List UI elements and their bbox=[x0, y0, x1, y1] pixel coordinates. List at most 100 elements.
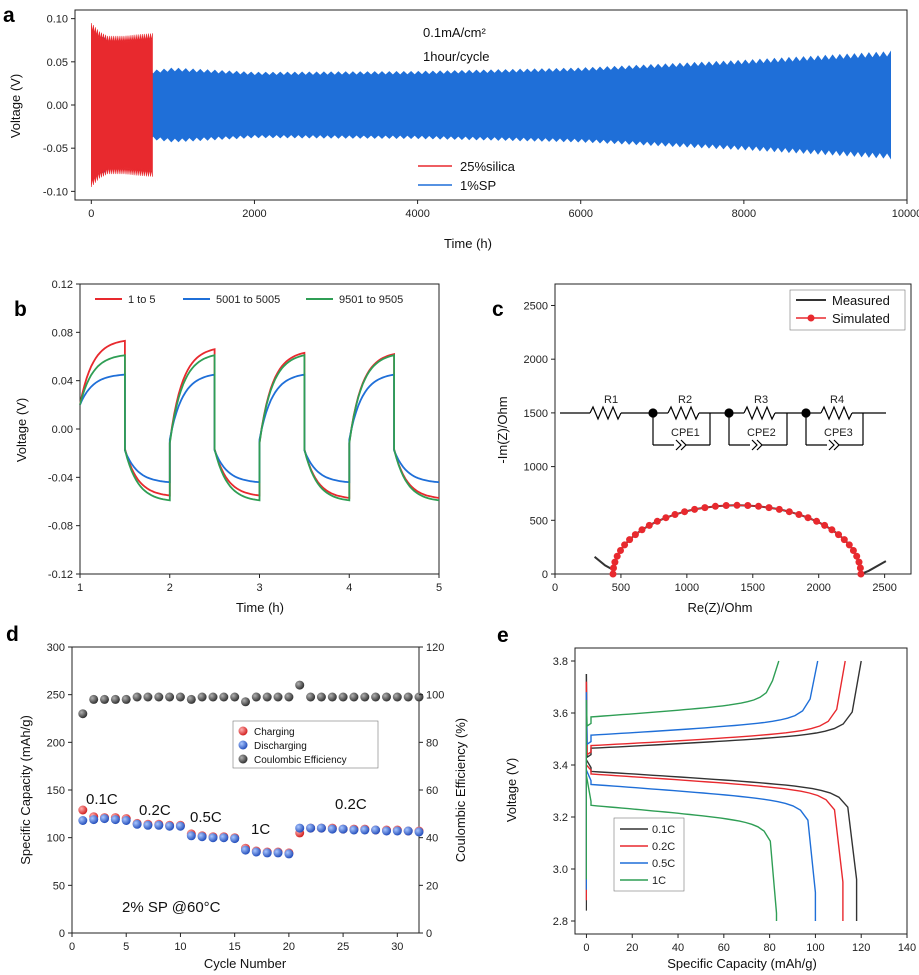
chart-d-ytick-label-5: 250 bbox=[47, 690, 65, 702]
legend-d-box bbox=[232, 720, 379, 769]
chart-a-xtick-label-4: 8000 bbox=[732, 208, 756, 220]
chart-c-plot bbox=[593, 501, 887, 578]
legend-d-label-discharging: Discharging bbox=[254, 741, 307, 752]
chart-d-point-discharging-19 bbox=[284, 849, 294, 859]
chart-d-frame bbox=[71, 646, 420, 934]
chart-c-point-17 bbox=[722, 502, 730, 509]
chart-d-point-ce-16 bbox=[251, 692, 261, 702]
chart-c-point-27 bbox=[821, 521, 829, 529]
chart-a-series-silica bbox=[91, 22, 153, 188]
legend-c-label-simulated: Simulated bbox=[832, 311, 890, 326]
chart-d-point-ce-14 bbox=[230, 692, 240, 702]
chart-d-ytick-label-2: 100 bbox=[47, 833, 65, 845]
chart-c-point-2 bbox=[611, 558, 619, 566]
chart-a-ylabel: Voltage (V) bbox=[8, 74, 23, 138]
chart-d-point-ce-13 bbox=[219, 692, 229, 702]
chart-d-ytick-label-0: 0 bbox=[59, 928, 65, 940]
chart-e-xtick-label-1: 20 bbox=[626, 942, 638, 954]
chart-d-ylabel: Specific Capacity (mAh/g) bbox=[18, 715, 33, 865]
chart-c-point-23 bbox=[785, 508, 793, 516]
chart-d-xtick-label-4: 20 bbox=[283, 941, 295, 953]
chart-e-series-discharge-2 bbox=[585, 769, 817, 921]
chart-d-point-discharging-3 bbox=[110, 815, 120, 825]
chart-a-xtick-label-3: 6000 bbox=[568, 208, 592, 220]
circuit-label-cpe2: CPE2 bbox=[747, 427, 776, 439]
legend-e-label-0.5c: 0.5C bbox=[652, 858, 675, 870]
circuit-label-r1: R1 bbox=[604, 394, 618, 406]
chart-c-xlabel: Re(Z)/Ohm bbox=[688, 600, 753, 615]
chart-e-series-charge-1 bbox=[585, 660, 846, 756]
chart-a-xtick-label-5: 10000 bbox=[892, 208, 919, 220]
chart-d-point-ce-31 bbox=[414, 692, 424, 702]
chart-b-xtick-label-2: 3 bbox=[256, 582, 262, 594]
rate-label-1c: 1C bbox=[251, 821, 270, 838]
chart-c-ytick-label-5: 2500 bbox=[524, 300, 548, 312]
chart-a-ytick-label-2: 0.00 bbox=[47, 100, 68, 112]
chart-e-series-discharge-1 bbox=[585, 764, 844, 921]
legend-d-label-charging: Charging bbox=[254, 727, 295, 738]
chart-d-point-discharging-25 bbox=[349, 825, 359, 835]
chart-a-ticks: 0 2000 4000 6000 8000 10000 -0.10 -0.05 0.00 0.05… bbox=[43, 14, 919, 220]
chart-c-point-6 bbox=[626, 536, 634, 544]
chart-b-ytick-label-3: 0.00 bbox=[52, 424, 73, 436]
chart-a-series-sp bbox=[91, 35, 891, 175]
chart-a-ytick-label-1: -0.05 bbox=[43, 143, 68, 155]
chart-c-series-simulated-line bbox=[612, 504, 862, 575]
chart-b-frame bbox=[79, 283, 440, 575]
chart-d-point-ce-0 bbox=[78, 709, 88, 719]
rate-label-0.2c-first: 0.2C bbox=[139, 802, 171, 819]
chart-d-point-discharging-27 bbox=[371, 825, 381, 835]
chart-d-point-ce-26 bbox=[360, 692, 370, 702]
chart-c-ytick-label-1: 500 bbox=[530, 515, 548, 527]
rate-label-0.1c: 0.1C bbox=[86, 791, 118, 808]
chart-c-point-36 bbox=[857, 570, 865, 578]
chart-c-point-5 bbox=[621, 541, 629, 549]
chart-d-point-ce-23 bbox=[327, 692, 337, 702]
chart-d-point-ce-20 bbox=[295, 680, 305, 690]
chart-b-series-2 bbox=[79, 354, 440, 502]
chart-a-annotation-cycle: 1hour/cycle bbox=[423, 49, 489, 64]
legend-a-label-silica: 25%silica bbox=[460, 159, 516, 174]
chart-d-point-ce-30 bbox=[403, 692, 413, 702]
chart-d-point-ce-4 bbox=[121, 694, 131, 704]
chart-d-ticks: 0 5 10 15 20 25 300501001502002503000204060801… bbox=[47, 642, 445, 953]
chart-d-point-ce-3 bbox=[110, 694, 120, 704]
chart-d-point-discharging-18 bbox=[273, 848, 283, 858]
chart-d-ytick-right-label-3: 60 bbox=[426, 785, 438, 797]
chart-d-point-ce-19 bbox=[284, 692, 294, 702]
chart-b-xlabel: Time (h) bbox=[236, 600, 284, 615]
chart-b-xtick-label-0: 1 bbox=[77, 582, 83, 594]
chart-d-point-ce-11 bbox=[197, 692, 207, 702]
chart-a-xtick-label-2: 4000 bbox=[405, 208, 429, 220]
chart-d-ytick-label-3: 150 bbox=[47, 785, 65, 797]
chart-c-frame bbox=[554, 283, 912, 575]
chart-d-xtick-label-5: 25 bbox=[337, 941, 349, 953]
chart-e-xtick-label-6: 120 bbox=[852, 942, 870, 954]
chart-e-xtick-label-2: 40 bbox=[672, 942, 684, 954]
legend-b-label-1: 1 to 5 bbox=[128, 294, 156, 306]
chart-e-xtick-label-3: 60 bbox=[718, 942, 730, 954]
chart-c-point-26 bbox=[813, 517, 821, 525]
chart-d: 0 5 10 15 20 25 300501001502002503000204060801… bbox=[18, 642, 468, 971]
chart-c-point-29 bbox=[835, 531, 842, 539]
chart-d-ytick-right-label-2: 40 bbox=[426, 833, 438, 845]
legend-e-box bbox=[613, 817, 685, 892]
chart-b-ytick-label-6: 0.12 bbox=[52, 279, 73, 291]
chart-e-ytick-label-0: 2.8 bbox=[553, 916, 568, 928]
chart-d-point-ce-29 bbox=[392, 692, 402, 702]
chart-c-point-20 bbox=[755, 502, 762, 510]
chart-b-ytick-label-1: -0.08 bbox=[48, 521, 73, 533]
chart-a-ytick-label-4: 0.10 bbox=[47, 14, 68, 26]
rate-label-0.5c: 0.5C bbox=[190, 809, 222, 826]
chart-e-xtick-label-7: 140 bbox=[898, 942, 916, 954]
panel-label-d: d bbox=[6, 623, 19, 646]
chart-d-point-discharging-31 bbox=[414, 827, 424, 837]
chart-d-point-ce-9 bbox=[175, 692, 185, 702]
chart-c-point-28 bbox=[828, 526, 836, 534]
chart-d-point-discharging-9 bbox=[175, 821, 185, 831]
chart-d-point-discharging-17 bbox=[262, 848, 272, 858]
chart-c-point-13 bbox=[681, 508, 689, 516]
chart-c-point-19 bbox=[744, 502, 752, 509]
legend-c-box bbox=[789, 289, 906, 331]
